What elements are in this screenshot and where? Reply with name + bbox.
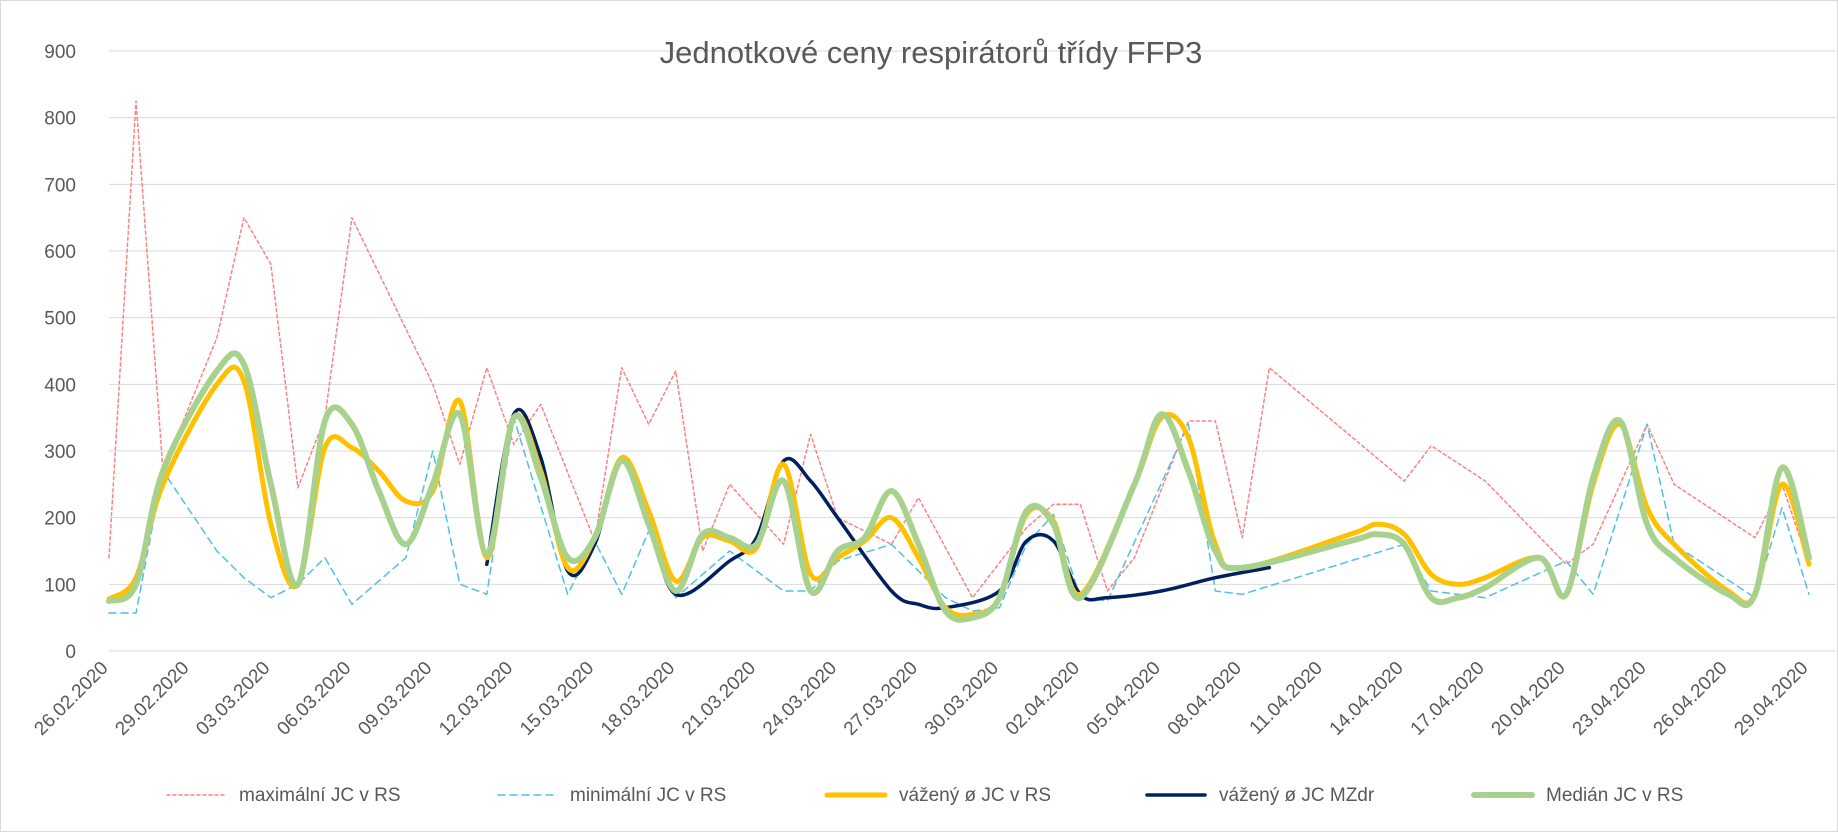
x-tick-label: 15.03.2020 [516, 658, 598, 740]
x-tick-label: 14.04.2020 [1326, 658, 1408, 740]
x-tick-label: 26.04.2020 [1650, 658, 1732, 740]
x-tick-label: 09.03.2020 [354, 658, 436, 740]
x-tick-label: 18.03.2020 [597, 658, 679, 740]
x-tick-label: 29.02.2020 [111, 658, 193, 740]
x-tick-label: 23.04.2020 [1569, 658, 1651, 740]
x-tick-label: 03.03.2020 [192, 658, 274, 740]
x-tick-label: 27.03.2020 [840, 658, 922, 740]
series-line-1 [108, 100, 1810, 599]
series-line-5 [106, 350, 1812, 623]
x-tick-label: 24.03.2020 [759, 658, 841, 740]
y-tick-label: 0 [65, 642, 76, 663]
x-tick-label: 12.03.2020 [435, 658, 517, 740]
legend-label-3: vážený ø JC v RS [899, 785, 1051, 806]
chart-title: Jednotkové ceny respirátorů třídy FFP3 [660, 35, 1203, 70]
legend-label-1: maximální JC v RS [239, 785, 401, 806]
y-tick-label: 100 [44, 575, 76, 596]
y-tick-label: 700 [44, 175, 76, 196]
x-tick-label: 02.04.2020 [1002, 658, 1084, 740]
x-tick-label: 29.04.2020 [1730, 658, 1812, 740]
legend-label-2: minimální JC v RS [570, 785, 726, 806]
x-tick-label: 11.04.2020 [1246, 658, 1327, 739]
series-line-4 [485, 407, 1272, 611]
y-axis-ticks: 0 100 200 300 400 500 600 700 800 900 [44, 42, 76, 663]
y-tick-label: 400 [44, 375, 76, 396]
x-tick-label: 08.04.2020 [1164, 658, 1246, 740]
y-tick-label: 300 [44, 442, 76, 463]
x-tick-label: 05.04.2020 [1083, 658, 1165, 740]
y-tick-label: 500 [44, 309, 76, 330]
legend-label-5: Medián JC v RS [1546, 785, 1683, 806]
x-tick-label: 20.04.2020 [1488, 658, 1570, 740]
x-tick-label: 17.04.2020 [1407, 658, 1489, 740]
x-axis-ticks: 26.02.202029.02.202003.03.202006.03.2020… [30, 658, 1812, 740]
legend: maximální JC v RS minimální JC v RS vážený… [166, 785, 1683, 806]
x-tick-label: 21.03.2020 [678, 658, 760, 740]
series-layer [106, 100, 1812, 623]
y-tick-label: 200 [44, 509, 76, 530]
x-tick-label: 30.03.2020 [921, 658, 1003, 740]
y-tick-label: 900 [44, 42, 76, 63]
legend-label-4: vážený ø JC MZdr [1219, 785, 1375, 806]
y-tick-label: 600 [44, 242, 76, 263]
x-tick-label: 26.02.2020 [30, 658, 112, 740]
y-tick-label: 800 [44, 109, 76, 130]
grid-layer [109, 50, 1836, 652]
x-tick-label: 06.03.2020 [273, 658, 355, 740]
